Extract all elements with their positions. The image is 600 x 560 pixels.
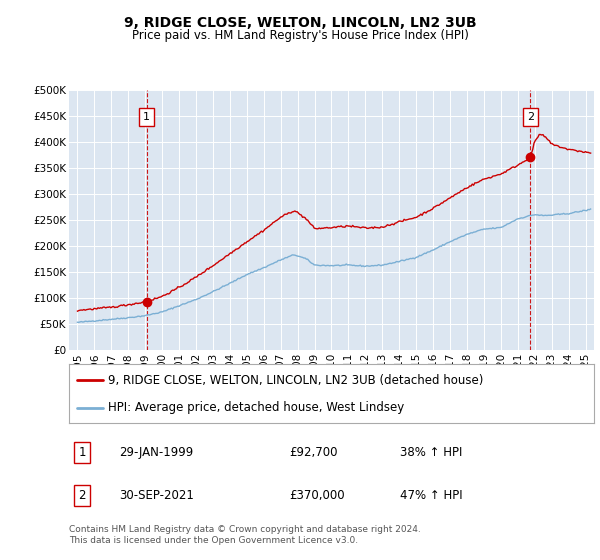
Text: 29-JAN-1999: 29-JAN-1999 [119,446,193,459]
Text: 47% ↑ HPI: 47% ↑ HPI [400,489,463,502]
Text: £92,700: £92,700 [290,446,338,459]
Text: Price paid vs. HM Land Registry's House Price Index (HPI): Price paid vs. HM Land Registry's House … [131,29,469,42]
Text: 38% ↑ HPI: 38% ↑ HPI [400,446,462,459]
Text: 1: 1 [79,446,86,459]
Text: 1: 1 [143,112,150,122]
Text: 9, RIDGE CLOSE, WELTON, LINCOLN, LN2 3UB (detached house): 9, RIDGE CLOSE, WELTON, LINCOLN, LN2 3UB… [109,374,484,387]
Text: HPI: Average price, detached house, West Lindsey: HPI: Average price, detached house, West… [109,401,404,414]
Text: 30-SEP-2021: 30-SEP-2021 [119,489,194,502]
Text: 2: 2 [527,112,534,122]
Text: £370,000: £370,000 [290,489,345,502]
Text: Contains HM Land Registry data © Crown copyright and database right 2024.
This d: Contains HM Land Registry data © Crown c… [69,525,421,545]
Text: 2: 2 [79,489,86,502]
Text: 9, RIDGE CLOSE, WELTON, LINCOLN, LN2 3UB: 9, RIDGE CLOSE, WELTON, LINCOLN, LN2 3UB [124,16,476,30]
